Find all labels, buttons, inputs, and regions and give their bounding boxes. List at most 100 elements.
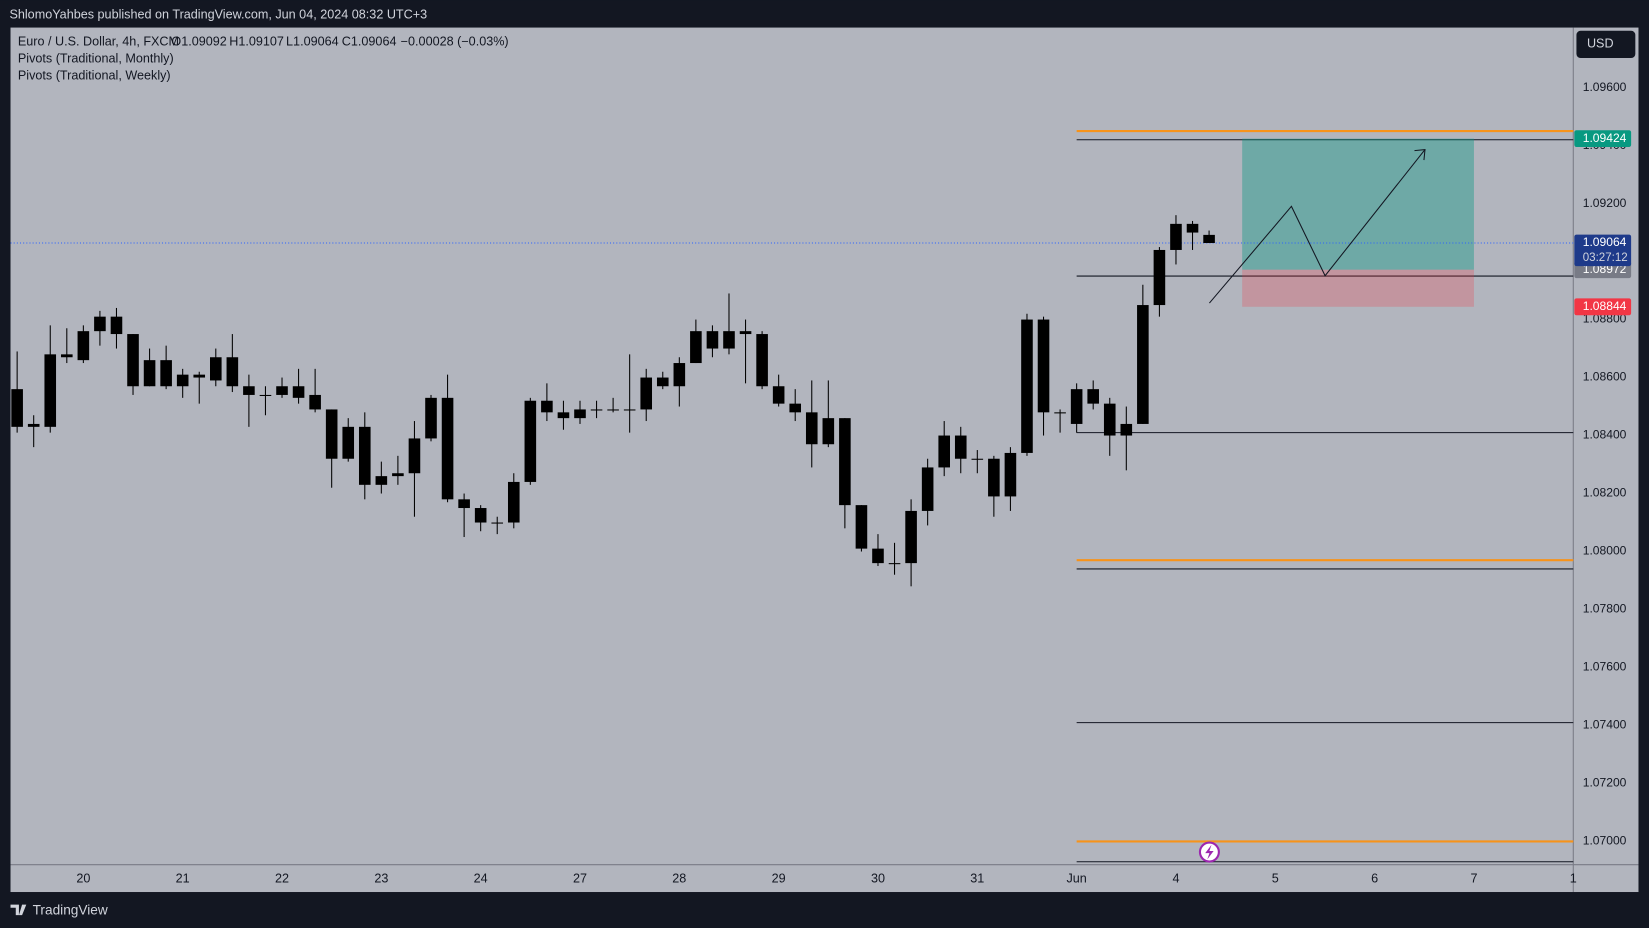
x-tick-label: 30 bbox=[871, 872, 885, 886]
currency-label[interactable]: USD bbox=[1587, 37, 1614, 51]
candle-body bbox=[938, 435, 950, 468]
candle-body bbox=[358, 426, 371, 485]
candle-body bbox=[243, 386, 255, 395]
y-tick-label: 1.08200 bbox=[1583, 486, 1627, 500]
candle-body bbox=[1054, 412, 1066, 414]
candle-body bbox=[822, 418, 835, 445]
x-tick-label: 27 bbox=[573, 872, 587, 886]
y-tick-label: 1.09600 bbox=[1583, 80, 1627, 94]
legend-high: H1.09107 bbox=[229, 35, 284, 49]
candle-body bbox=[805, 412, 818, 445]
candle-body bbox=[375, 476, 388, 485]
candle-body bbox=[607, 409, 619, 411]
x-tick-label: Jun bbox=[1066, 872, 1086, 886]
candle-body bbox=[839, 418, 851, 506]
candle-body bbox=[673, 363, 686, 387]
x-tick-label: 23 bbox=[374, 872, 388, 886]
candle-body bbox=[1153, 249, 1166, 306]
candle-body bbox=[756, 334, 768, 387]
candle-body bbox=[1186, 223, 1199, 233]
candle-body bbox=[292, 386, 305, 398]
legend-close: C1.09064 bbox=[342, 35, 397, 49]
candle-body bbox=[176, 374, 189, 387]
candle-body bbox=[276, 386, 288, 395]
x-tick-label: 22 bbox=[275, 872, 289, 886]
candle-body bbox=[872, 548, 884, 564]
y-tick-label: 1.07000 bbox=[1583, 834, 1627, 848]
candle-body bbox=[541, 400, 553, 413]
candle-body bbox=[77, 331, 90, 361]
brand-logo bbox=[10, 904, 27, 916]
indicator[interactable]: Pivots (Traditional, Monthly) bbox=[18, 51, 174, 65]
legend: Euro / U.S. Dollar, 4h, FXCM O1.09092 H1… bbox=[18, 35, 509, 83]
candle-body bbox=[656, 377, 669, 387]
legend-change: −0.00028 (−0.03%) bbox=[401, 35, 509, 49]
candle-body bbox=[226, 357, 239, 387]
event-icon[interactable] bbox=[1198, 841, 1220, 863]
plot bbox=[10, 130, 1574, 863]
candle-body bbox=[1037, 319, 1050, 413]
candle-body bbox=[739, 331, 752, 335]
stop-tag: 1.08844 bbox=[1583, 299, 1627, 313]
projection-arrowhead bbox=[1414, 148, 1426, 161]
candle-body bbox=[921, 467, 934, 511]
candle-body bbox=[623, 409, 636, 411]
candle-body bbox=[1103, 403, 1116, 436]
candle-body bbox=[160, 360, 172, 387]
y-tick-label: 1.07400 bbox=[1583, 718, 1627, 732]
target-tag: 1.09424 bbox=[1583, 131, 1627, 145]
y-tick-label: 1.07200 bbox=[1583, 776, 1627, 790]
candle-body bbox=[1120, 423, 1133, 436]
candle-body bbox=[557, 412, 570, 419]
candle-body bbox=[143, 360, 156, 387]
candle-body bbox=[524, 400, 537, 482]
candle-body bbox=[193, 374, 206, 378]
currency-button-bg[interactable] bbox=[1576, 30, 1636, 59]
candle-body bbox=[309, 394, 321, 410]
candle-body bbox=[408, 438, 421, 474]
x-tick-label: 5 bbox=[1272, 872, 1279, 886]
candle-body bbox=[905, 510, 917, 564]
candle-body bbox=[772, 386, 785, 404]
candle-body bbox=[392, 473, 404, 477]
candle-body bbox=[723, 331, 735, 349]
x-tick-label: 28 bbox=[672, 872, 686, 886]
candle-body bbox=[259, 394, 272, 396]
candle-body bbox=[855, 505, 868, 549]
candle-body bbox=[507, 481, 520, 523]
candle-body bbox=[110, 316, 123, 335]
x-tick-label: 29 bbox=[772, 872, 786, 886]
brand: TradingView bbox=[10, 903, 108, 918]
candle-body bbox=[1021, 319, 1033, 453]
candle-body bbox=[491, 522, 504, 524]
publisher: ShlomoYahbes published on TradingView.co… bbox=[9, 7, 427, 21]
x-tick-label: 24 bbox=[474, 872, 488, 886]
brand-name: TradingView bbox=[33, 903, 108, 918]
candle-body bbox=[640, 377, 653, 410]
y-tick-label: 1.08400 bbox=[1583, 428, 1627, 442]
candle-body bbox=[425, 397, 437, 439]
y-tick-label: 1.08000 bbox=[1583, 544, 1627, 558]
candle-body bbox=[1070, 389, 1083, 424]
candle-body bbox=[1087, 389, 1099, 404]
currency-button[interactable]: USD bbox=[1576, 30, 1636, 59]
projection-path bbox=[1209, 149, 1426, 304]
legend-low: L1.09064 bbox=[286, 35, 339, 49]
candle-body bbox=[1203, 234, 1215, 244]
event-bolt[interactable] bbox=[1205, 844, 1214, 860]
candle-body bbox=[94, 316, 106, 332]
candle-body bbox=[474, 508, 487, 523]
y-tick-label: 1.09200 bbox=[1583, 196, 1627, 210]
indicator[interactable]: Pivots (Traditional, Weekly) bbox=[18, 68, 171, 82]
y-tick-label: 1.07600 bbox=[1583, 660, 1627, 674]
candle-body bbox=[1170, 223, 1182, 250]
loss-zone bbox=[1242, 269, 1474, 307]
candle-body bbox=[325, 409, 338, 459]
candle-body bbox=[458, 499, 470, 509]
chart-pane bbox=[10, 27, 1639, 893]
candle-body bbox=[342, 426, 355, 459]
candle-body bbox=[127, 334, 139, 387]
price-tag: 1.09064 bbox=[1583, 235, 1627, 249]
